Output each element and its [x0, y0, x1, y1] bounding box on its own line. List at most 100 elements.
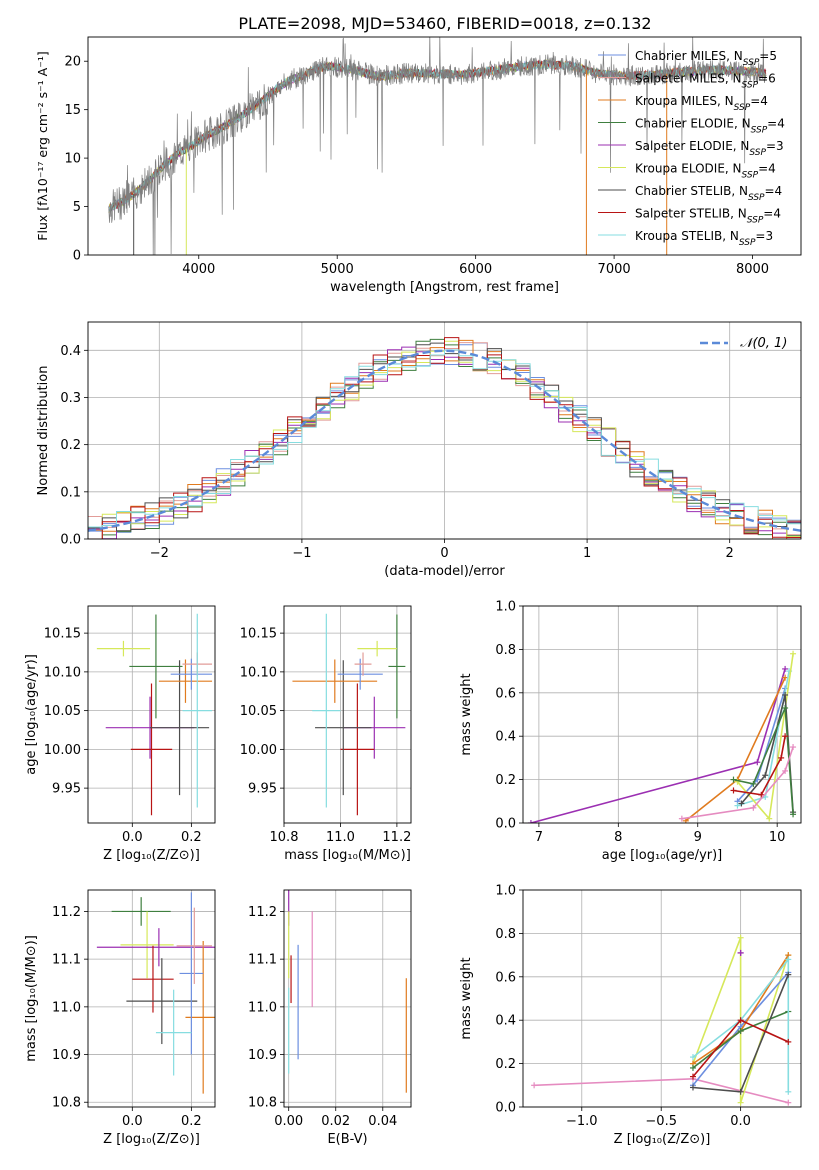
y-tick-label: 10.10 — [44, 665, 81, 680]
point-chabrier_stelib — [782, 691, 789, 698]
axes-frame — [522, 605, 802, 824]
y-tick-label: 10.05 — [44, 704, 81, 719]
point-kroupa_elodie — [737, 934, 744, 941]
legend-label-kroupa_stelib: Kroupa STELIB, NSSP=3 — [635, 229, 773, 248]
errorbar-salpeter_elodie — [96, 928, 215, 967]
x-tick-label: 9 — [694, 830, 702, 845]
y-tick-label: 0.2 — [495, 1057, 516, 1072]
x-axis-label: mass [log₁₀(M/M⊙)] — [284, 848, 411, 863]
point-chabrier_elodie — [730, 776, 737, 783]
y-tick-label: 11.1 — [248, 953, 277, 968]
point-salpeter_stelib — [737, 1017, 744, 1024]
point-salpeter_elodie — [737, 949, 744, 956]
y-tick-label: 11.1 — [52, 953, 81, 968]
y-axis-label: age [log₁₀(age/yr)] — [24, 654, 39, 775]
legend-label-gauss: 𝒩(0, 1) — [740, 336, 787, 351]
y-tick-label: 0.8 — [495, 927, 516, 942]
errorbar-salpeter_stelib — [132, 945, 174, 1013]
panel-mass_vs_ebv: 0.00 0.02 0.04 10.8 10.9 11.0 11.1 11.2 E(B-V) — [248, 889, 412, 1147]
y-tick-label: 5 — [73, 200, 81, 215]
series-line-salpeter_stelib — [733, 736, 786, 796]
panel-weight_vs_age: 7 8 9 10 0.0 0.2 0.4 0.6 0.8 1.0 age [log₁₀(age/yr… — [459, 600, 802, 863]
panel-mass_vs_Z: 0.0 0.2 10.8 10.9 11.0 11.1 11.2 Z [log₁₀(Z/Z⊙)… — [24, 889, 216, 1147]
y-tick-label: 11.2 — [248, 905, 277, 920]
point-chabrier_stelib — [737, 1088, 744, 1095]
point-salpeter_elodie — [754, 759, 761, 766]
x-tick-label: 7 — [535, 830, 543, 845]
point-salpeter_stelib — [778, 754, 785, 761]
y-tick-label: 0 — [73, 249, 81, 264]
legend-label-chabrier_stelib: Chabrier STELIB, NSSP=4 — [635, 184, 782, 203]
x-tick-label: 0.0 — [122, 1114, 143, 1129]
y-tick-label: 0.6 — [495, 686, 516, 701]
point-pink — [531, 1082, 538, 1089]
x-tick-label: 8000 — [736, 262, 769, 277]
y-tick-label: 0.4 — [495, 1014, 516, 1029]
panel-age_vs_mass: 10.8 11.0 11.2 9.95 10.00 10.05 10.10 10.15 mass… — [240, 605, 412, 863]
plot-area — [531, 934, 792, 1106]
y-tick-label: 20 — [64, 55, 81, 70]
errorbar-kroupa_stelib — [182, 613, 213, 808]
y-tick-label: 10.9 — [52, 1048, 81, 1063]
y-tick-label: 10.15 — [44, 627, 81, 642]
errorbar-chabrier_miles — [337, 658, 383, 690]
gaussian-curve — [88, 349, 801, 532]
errorbar-kroupa_stelib — [155, 989, 192, 1076]
x-axis-label: Z [log₁₀(Z/Z⊙)] — [614, 1132, 711, 1147]
legend-label-salpeter_elodie: Salpeter ELODIE, NSSP=3 — [635, 139, 784, 158]
legend-label-kroupa_elodie: Kroupa ELODIE, NSSP=4 — [635, 162, 776, 181]
y-tick-label: 10.05 — [240, 704, 277, 719]
x-tick-label: 0.02 — [321, 1114, 350, 1129]
x-tick-label: 0.00 — [274, 1114, 303, 1129]
y-tick-label: 0.2 — [495, 773, 516, 788]
plot-area — [527, 650, 797, 823]
point-pink — [782, 767, 789, 774]
errorbar-salpeter_miles — [176, 907, 213, 984]
point-chabrier_elodie — [737, 1028, 744, 1035]
point-salpeter_stelib — [758, 791, 765, 798]
errorbar-kroupa_stelib — [312, 613, 341, 808]
point-kroupa_stelib — [785, 1088, 792, 1095]
x-tick-label: −0.5 — [645, 1114, 677, 1129]
point-salpeter_elodie — [782, 665, 789, 672]
x-tick-label: 11.0 — [326, 830, 355, 845]
x-tick-label: 1 — [583, 546, 591, 561]
data-spectrum — [108, 37, 767, 255]
y-tick-label: 15 — [64, 103, 81, 118]
point-kroupa_elodie — [737, 1099, 744, 1106]
point-salpeter_stelib — [730, 787, 737, 794]
series-line-salpeter_elodie — [530, 668, 786, 823]
errorbar-chabrier_miles — [179, 892, 204, 1055]
point-chabrier_stelib — [738, 800, 745, 807]
y-axis-label: mass weight — [459, 673, 474, 755]
y-tick-label: 1.0 — [495, 884, 516, 899]
y-tick-label: 10.15 — [240, 627, 277, 642]
x-tick-label: 0.2 — [181, 1114, 202, 1129]
legend-label-chabrier_elodie: Chabrier ELODIE, NSSP=4 — [635, 117, 785, 136]
axes-frame — [283, 605, 412, 824]
errorbar-salpeter_miles — [354, 652, 372, 676]
y-tick-label: 0.3 — [60, 391, 81, 406]
plot-area — [88, 337, 801, 539]
x-tick-label: −1 — [292, 546, 311, 561]
point-chabrier_elodie — [782, 704, 789, 711]
y-tick-label: 10.8 — [248, 1096, 277, 1111]
y-tick-label: 11.2 — [52, 905, 81, 920]
y-tick-label: 0.0 — [495, 1101, 516, 1116]
point-salpeter_elodie — [527, 820, 534, 823]
errorbar-chabrier_stelib — [150, 660, 210, 796]
x-axis-label: Z [log₁₀(Z/Z⊙)] — [103, 848, 200, 863]
point-pink — [790, 744, 797, 751]
errorbar-kroupa_miles — [292, 659, 378, 703]
errorbar-kroupa_miles — [158, 659, 213, 703]
errorbar-chabrier_elodie — [388, 614, 406, 719]
errorbar-chabrier_elodie — [111, 897, 171, 926]
plot-area — [288, 890, 407, 1093]
plot-area — [96, 892, 215, 1094]
point-salpeter_stelib — [785, 1038, 792, 1045]
y-tick-label: 11.0 — [52, 1000, 81, 1015]
legend-label-salpeter_stelib: Salpeter STELIB, NSSP=4 — [635, 207, 781, 226]
axes-frame — [87, 36, 802, 256]
panel-weight_vs_Z: −1.0 −0.5 0.0 0.0 0.2 0.4 0.6 0.8 1.0 Z [log₁₀(Z/… — [459, 884, 802, 1147]
x-tick-label: 10.8 — [270, 830, 299, 845]
